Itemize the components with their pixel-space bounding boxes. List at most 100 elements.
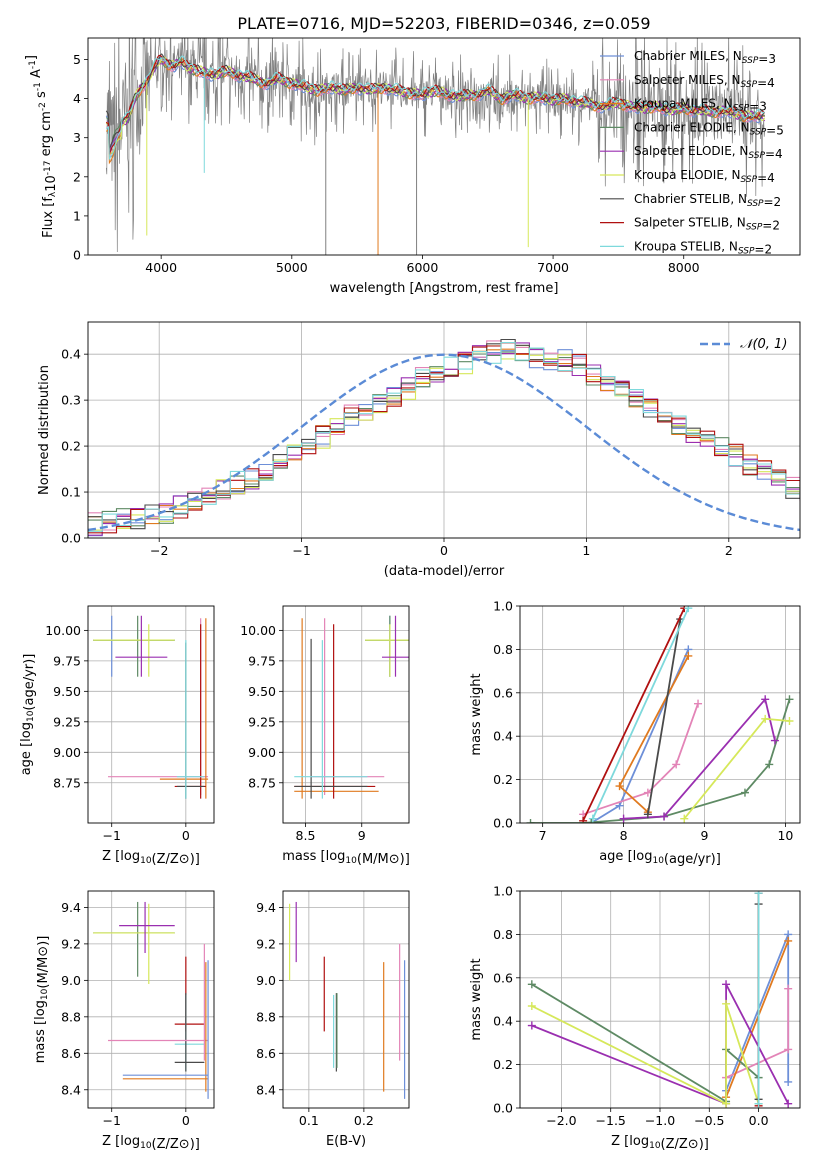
x-tick-label: 0 — [182, 1113, 190, 1128]
x-tick-label: 7000 — [537, 260, 569, 275]
y-tick-label: 0.3 — [61, 393, 81, 408]
legend-label: Chabrier MILES, NSSP=3 — [634, 49, 776, 66]
weight-line — [647, 618, 682, 815]
y-tick-label: 9.25 — [53, 714, 81, 729]
histogram-step — [88, 349, 800, 537]
weight-marker — [722, 1099, 731, 1108]
y-tick-label: 8.75 — [248, 775, 276, 790]
y-tick-label: 9.75 — [53, 653, 81, 668]
y-tick-label: 8.8 — [256, 1009, 276, 1024]
weight-marker — [784, 984, 793, 993]
weight-marker — [761, 695, 770, 704]
y-tick-label: 10.00 — [240, 623, 276, 638]
figure-title: PLATE=0716, MJD=52203, FIBERID=0346, z=0… — [237, 14, 650, 33]
model-line — [105, 56, 766, 157]
y-tick-label: 8.4 — [61, 1082, 81, 1097]
y-tick-label: 9.25 — [248, 714, 276, 729]
legend-label: Salpeter STELIB, NSSP=2 — [634, 216, 780, 233]
y-tick-label: 9.4 — [256, 900, 276, 915]
weight-line — [725, 934, 790, 1091]
legend-label: Kroupa ELODIE, NSSP=4 — [634, 168, 775, 185]
weight-marker — [684, 651, 693, 660]
y-tick-label: 3 — [73, 130, 81, 145]
legend-label: Kroupa STELIB, NSSP=2 — [634, 239, 772, 256]
x-tick-label: 0.1 — [299, 1113, 319, 1128]
plot-area — [93, 901, 209, 1099]
y-tick-label: 0.4 — [493, 729, 513, 744]
legend-label: Chabrier ELODIE, NSSP=5 — [634, 120, 784, 137]
y-tick-label: 8.6 — [256, 1046, 276, 1061]
histogram-step — [88, 338, 800, 530]
weight-marker — [643, 810, 652, 819]
legend-label: Kroupa MILES, NSSP=3 — [634, 97, 767, 114]
x-tick-label: 4000 — [145, 260, 177, 275]
y-axis-label: mass weight — [469, 673, 484, 755]
y-tick-label: 0.0 — [493, 1101, 513, 1116]
weight-marker — [694, 699, 703, 708]
weight-marker — [754, 891, 763, 898]
weight-marker — [754, 1099, 763, 1108]
x-axis-label: Z [log10(Z/Z⊙)] — [102, 1134, 200, 1152]
histogram-step — [88, 348, 800, 529]
x-tick-label: −1 — [292, 543, 310, 558]
y-tick-label: 9.2 — [61, 936, 81, 951]
x-tick-label: −1.0 — [645, 1113, 675, 1128]
legend: 𝒩(0, 1) — [700, 337, 787, 352]
histogram-step — [88, 342, 800, 532]
x-tick-label: −0.5 — [694, 1113, 724, 1128]
x-tick-label: 8.5 — [296, 828, 316, 843]
y-tick-label: 0.4 — [493, 1014, 513, 1029]
x-axis-label: (data-model)/error — [384, 564, 505, 579]
y-tick-label: 1.0 — [493, 884, 513, 899]
weight-marker — [588, 814, 597, 823]
panel-spectrum: 4000 5000 6000 7000 8000 0 1 2 3 4 5 wavelength [An… — [24, 37, 801, 296]
x-axis-label: E(B-V) — [326, 1134, 366, 1149]
y-tick-label: 1.0 — [493, 599, 513, 614]
y-axis-label: mass [log10(M/M⊙)] — [33, 936, 51, 1064]
weight-marker — [684, 606, 693, 613]
weight-marker — [784, 1099, 793, 1108]
panel-age_vs_Z: −1 0 8.75 9.00 9.25 9.50 9.75 10.00 Z [log10(Z/Z… — [19, 605, 215, 867]
y-tick-label: 8.8 — [61, 1009, 81, 1024]
x-tick-label: 10 — [777, 828, 793, 843]
y-tick-label: 8.4 — [256, 1082, 276, 1097]
y-tick-label: 9.50 — [53, 684, 81, 699]
weight-line — [591, 607, 690, 820]
x-tick-label: 2 — [725, 543, 733, 558]
axes-frame — [87, 37, 801, 256]
weight-marker — [785, 717, 794, 726]
y-tick-label: 0.6 — [493, 685, 513, 700]
weight-marker — [672, 760, 681, 769]
x-tick-label: 8000 — [668, 260, 700, 275]
data-spectrum-line — [105, 38, 766, 253]
weight-marker — [643, 788, 652, 797]
plot-area — [294, 615, 409, 799]
weight-marker — [770, 736, 779, 745]
axes-frame — [519, 605, 801, 824]
y-tick-label: 2 — [73, 169, 81, 184]
y-axis-label: age [log10(age/yr)] — [19, 654, 37, 776]
x-axis-label: Z [log10(Z/Z⊙)] — [611, 1134, 709, 1152]
y-tick-label: 9.0 — [256, 973, 276, 988]
y-tick-label: 5 — [73, 52, 81, 67]
plot-area — [88, 338, 800, 537]
x-tick-label: −1 — [102, 1113, 120, 1128]
weight-marker — [579, 816, 588, 823]
y-tick-label: 0.6 — [493, 970, 513, 985]
panel-weight_vs_age: 7 8 9 10 0.0 0.2 0.4 0.6 0.8 1.0 age [log10(age/yr… — [469, 599, 801, 867]
x-axis-label: age [log10(age/yr)] — [599, 849, 721, 867]
weight-marker — [527, 980, 536, 989]
weight-marker — [615, 782, 624, 791]
weight-marker — [527, 1021, 536, 1030]
legend-label: Salpeter MILES, NSSP=4 — [634, 73, 775, 90]
y-tick-label: 9.50 — [248, 684, 276, 699]
weight-marker — [784, 1077, 793, 1086]
y-tick-label: 0 — [73, 248, 81, 263]
x-tick-label: −1 — [102, 828, 120, 843]
weight-line — [582, 703, 699, 816]
y-tick-label: 10.00 — [45, 623, 81, 638]
weight-marker — [784, 936, 793, 945]
weight-line — [725, 940, 790, 1098]
